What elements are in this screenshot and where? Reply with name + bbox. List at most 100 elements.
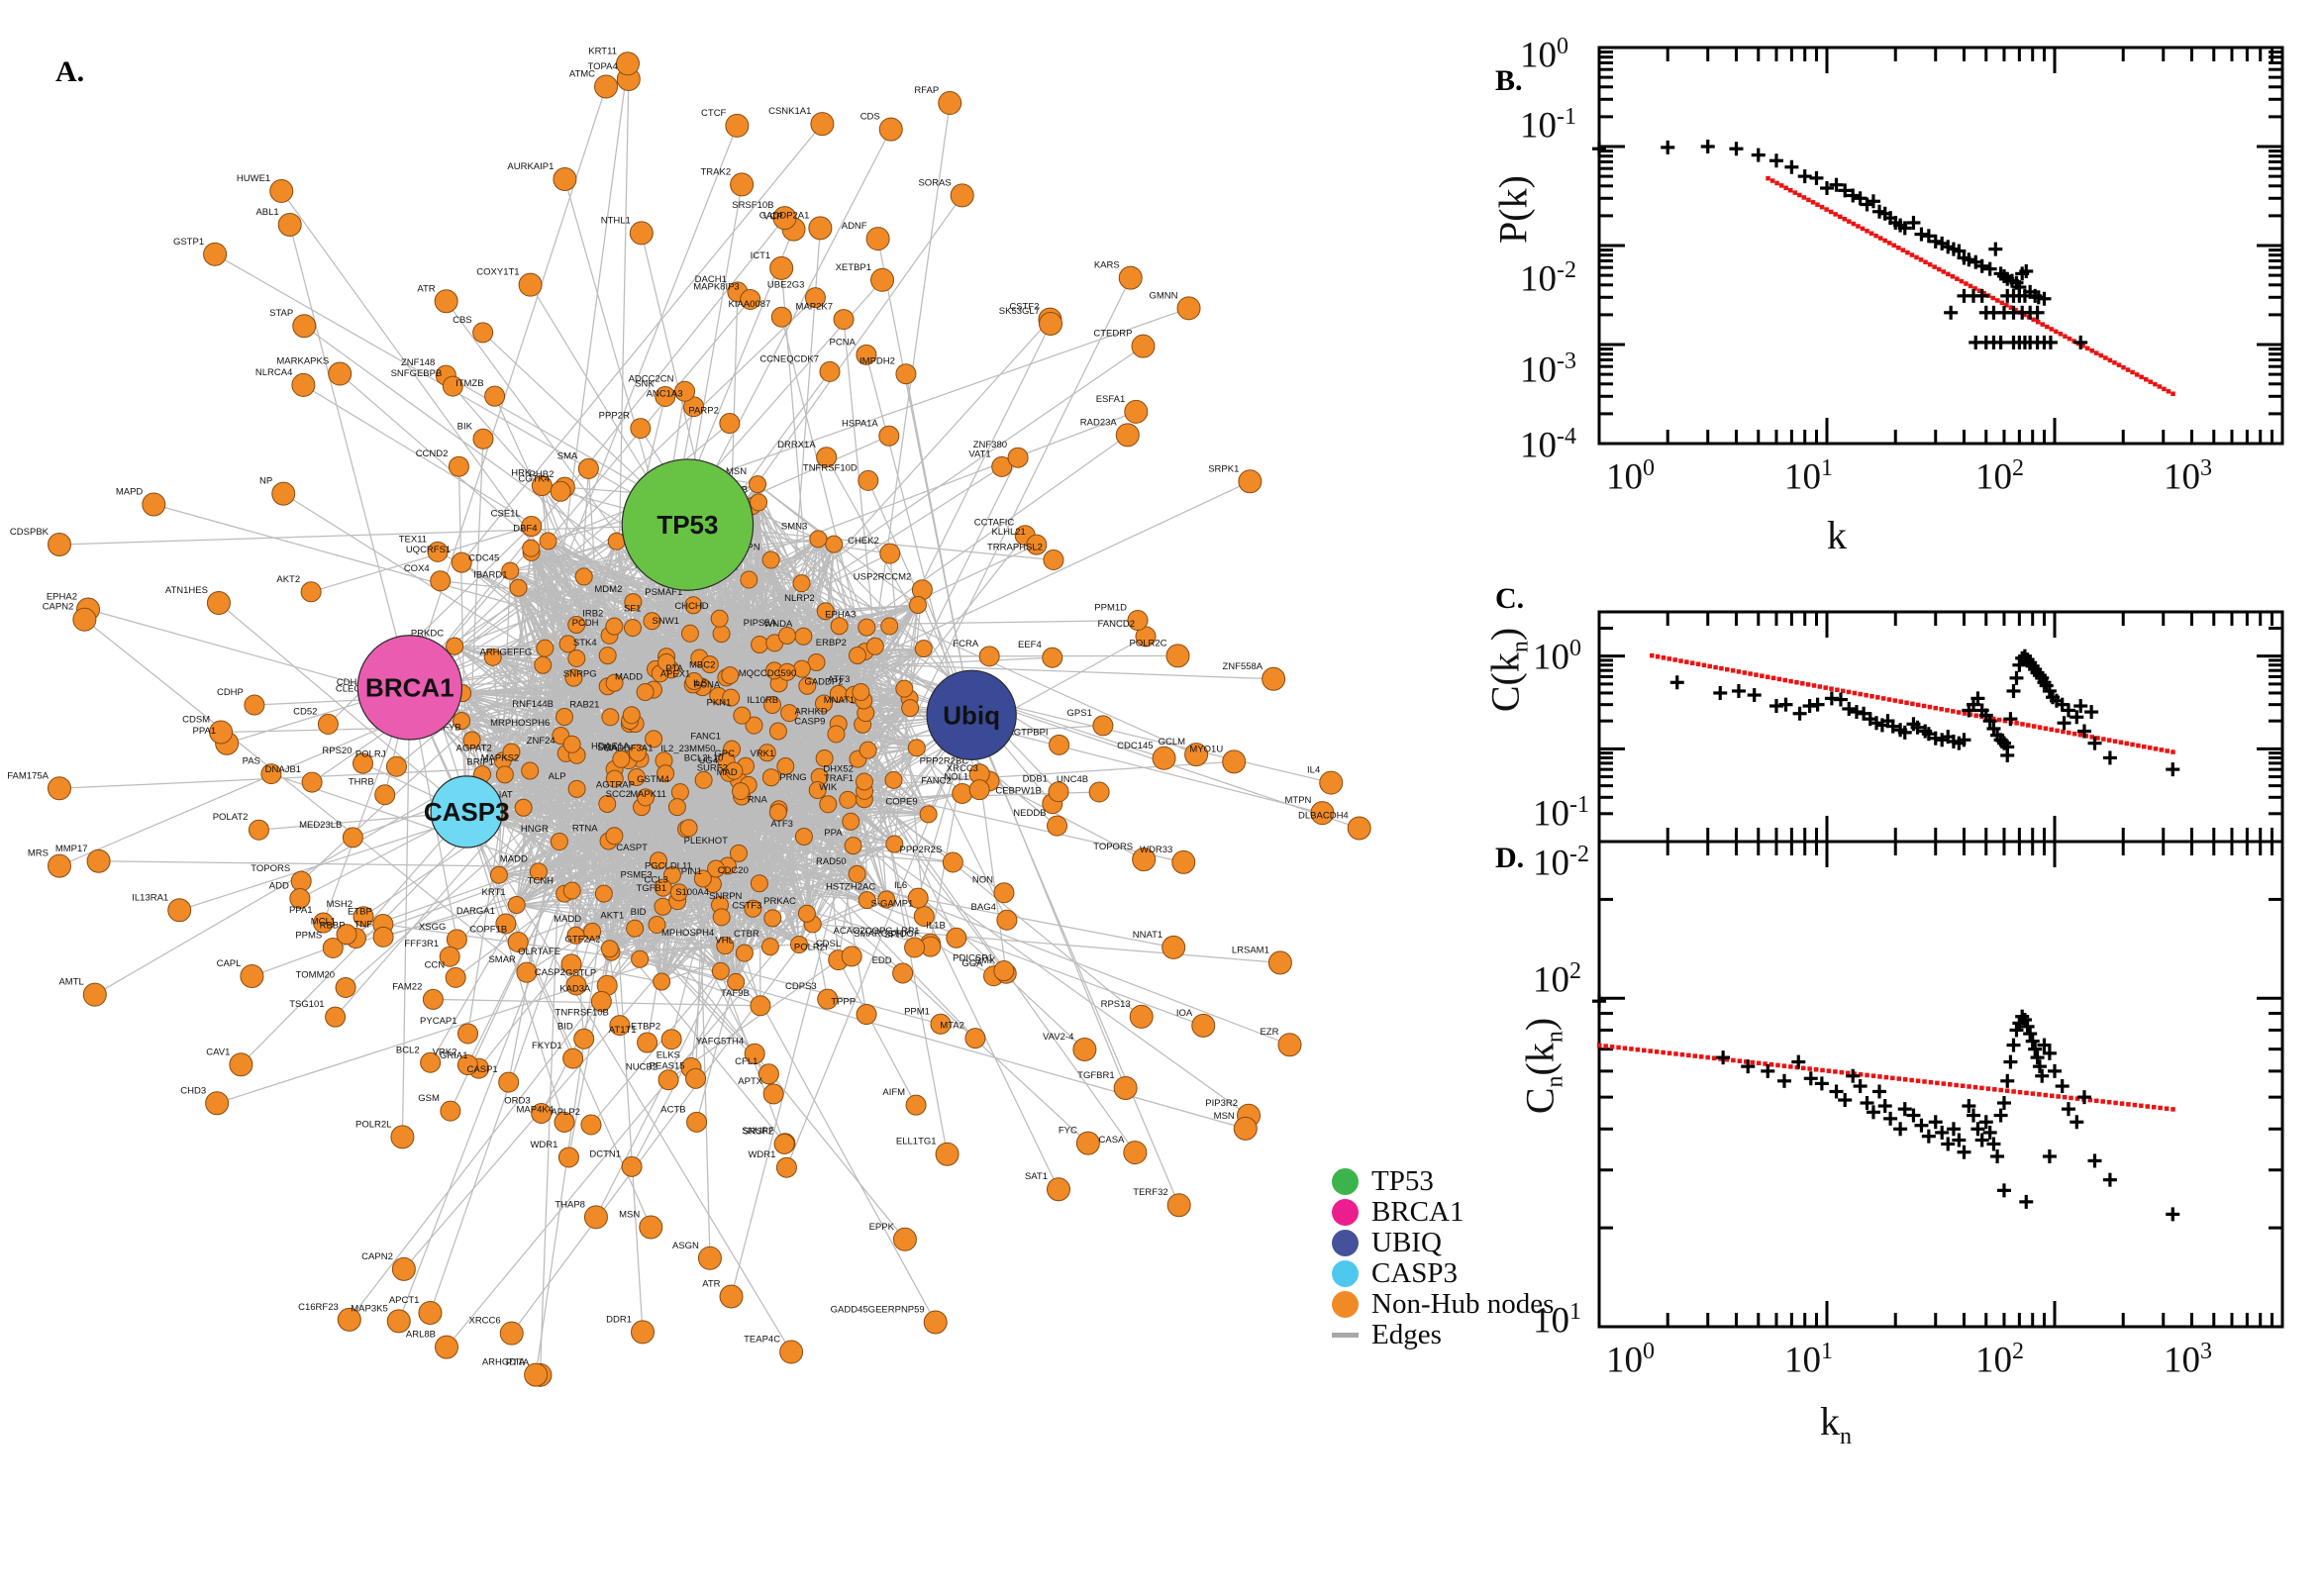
svg-text:CD52: CD52: [293, 706, 317, 717]
svg-text:CTCF: CTCF: [701, 108, 727, 119]
svg-text:FKYD1: FKYD1: [532, 1041, 562, 1051]
svg-text:IL4: IL4: [1307, 765, 1320, 776]
svg-text:EPHA3: EPHA3: [825, 610, 856, 621]
svg-text:TRRAPHSL2: TRRAPHSL2: [987, 543, 1043, 553]
svg-text:BID: BID: [557, 1021, 573, 1032]
svg-text:ARHGEFFG: ARHGEFFG: [479, 648, 532, 658]
svg-text:WIK: WIK: [819, 782, 838, 793]
svg-text:CHEK2: CHEK2: [848, 536, 879, 547]
svg-text:PPA1: PPA1: [289, 905, 313, 916]
svg-text:PTTA: PTTA: [506, 1357, 530, 1368]
legend-item-brca1: BRCA1: [1332, 1196, 1560, 1228]
svg-text:SNFGEBPB: SNFGEBPB: [391, 368, 443, 379]
svg-text:ATR: ATR: [417, 283, 435, 294]
legend-item-nonhub: Non-Hub nodes: [1332, 1288, 1560, 1320]
svg-text:MRPHOSPH6: MRPHOSPH6: [490, 718, 550, 729]
svg-text:PPMS: PPMS: [295, 930, 322, 941]
svg-text:ATMC: ATMC: [569, 68, 595, 79]
legend-swatch-tp53: [1332, 1168, 1359, 1195]
svg-text:MAD: MAD: [717, 767, 738, 778]
panel-d-xtick-2: 102: [1975, 1339, 2024, 1381]
svg-text:TNF: TNF: [354, 919, 373, 930]
svg-text:AGPAT2: AGPAT2: [456, 743, 492, 753]
panel-b-canvas: [1592, 46, 2284, 446]
svg-text:CTEDRP: CTEDRP: [1093, 329, 1132, 340]
svg-text:PSMAF1: PSMAF1: [645, 587, 682, 598]
svg-text:TOPORS: TOPORS: [1093, 842, 1133, 852]
svg-text:HRK: HRK: [511, 468, 532, 479]
svg-text:IBARD1: IBARD1: [473, 570, 507, 581]
svg-text:CASP3: CASP3: [424, 797, 510, 827]
svg-text:VHL: VHL: [715, 936, 733, 947]
svg-text:NTHL1: NTHL1: [601, 215, 631, 226]
svg-text:PIP3R2: PIP3R2: [1205, 1098, 1238, 1109]
svg-text:ARL8B: ARL8B: [406, 1330, 436, 1341]
svg-text:SAT1: SAT1: [1025, 1171, 1048, 1182]
panel-b-xtick-3: 103: [2164, 455, 2212, 498]
svg-text:MQCCDC590: MQCCDC590: [739, 668, 797, 679]
svg-text:SMA: SMA: [597, 743, 618, 753]
svg-text:CSTF3: CSTF3: [732, 900, 761, 911]
panel-c-canvas: [1597, 610, 2284, 842]
svg-text:CCNEQCDK7: CCNEQCDK7: [759, 353, 819, 364]
panel-d: D. Cn(kn) 10-2 102 101 100 101 102 103 k…: [1446, 832, 2317, 1584]
legend-label-brca1: BRCA1: [1371, 1196, 1464, 1228]
panel-d-xtick-3: 103: [2164, 1339, 2212, 1381]
svg-text:CDH1: CDH1: [337, 677, 362, 688]
svg-text:SMAR: SMAR: [488, 954, 516, 965]
svg-text:GADDP2: GADDP2: [804, 677, 843, 688]
svg-text:APCT1: APCT1: [389, 1295, 420, 1306]
svg-text:FANCD2: FANCD2: [1098, 619, 1135, 630]
svg-text:BRIP1: BRIP1: [466, 756, 493, 767]
svg-text:SMN3: SMN3: [781, 521, 807, 532]
svg-text:GPC: GPC: [714, 748, 735, 759]
svg-text:ARHGDIA: ARHGDIA: [482, 1357, 526, 1368]
svg-text:MAPKS2: MAPKS2: [481, 752, 520, 763]
svg-text:RBBP: RBBP: [320, 921, 346, 932]
legend-item-tp53: TP53: [1332, 1165, 1560, 1197]
legend-label-nonhub: Non-Hub nodes: [1371, 1288, 1555, 1320]
svg-text:RNA: RNA: [748, 795, 768, 806]
svg-text:XSGG: XSGG: [419, 922, 446, 933]
svg-text:ATR: ATR: [702, 1278, 720, 1289]
svg-text:PAS: PAS: [243, 756, 260, 767]
panel-d-xtick-0: 100: [1606, 1339, 1655, 1381]
svg-text:Ubiq: Ubiq: [943, 700, 1000, 730]
panel-d-ytick-1: 101: [1533, 1299, 1581, 1342]
svg-text:BIK: BIK: [457, 421, 473, 432]
svg-text:APEX1: APEX1: [660, 668, 691, 679]
svg-text:CASA: CASA: [1099, 1135, 1126, 1146]
svg-text:ZNF24: ZNF24: [527, 736, 556, 747]
svg-text:CSTF2: CSTF2: [1009, 302, 1039, 313]
svg-text:AT1T1: AT1T1: [609, 1025, 637, 1036]
svg-text:ILS: ILS: [693, 678, 707, 689]
svg-text:NLRP2: NLRP2: [784, 593, 815, 604]
svg-text:SPH: SPH: [884, 930, 904, 941]
svg-text:RNF144B: RNF144B: [512, 699, 554, 710]
svg-text:TOPA4: TOPA4: [588, 61, 618, 72]
svg-text:PPP2R: PPP2R: [599, 411, 630, 422]
svg-text:CASP2: CASP2: [535, 967, 565, 978]
svg-text:OLRTAFE: OLRTAFE: [518, 947, 560, 957]
svg-text:CHCHD: CHCHD: [674, 601, 708, 612]
svg-text:IMPDH2: IMPDH2: [859, 356, 895, 367]
svg-text:UBE2G3: UBE2G3: [767, 280, 805, 291]
svg-text:HUWE1: HUWE1: [237, 173, 270, 184]
svg-text:SCC2: SCC2: [606, 789, 631, 800]
svg-text:TGFBR1: TGFBR1: [1077, 1070, 1114, 1081]
svg-text:GSTM4: GSTM4: [637, 774, 669, 785]
svg-text:GMNN: GMNN: [1150, 290, 1178, 301]
svg-text:RAD23A: RAD23A: [1080, 417, 1118, 428]
svg-text:PCNA: PCNA: [694, 680, 721, 691]
svg-text:HSTZH2AC: HSTZH2AC: [826, 881, 875, 892]
svg-text:BCL2: BCL2: [396, 1045, 420, 1055]
svg-text:ALP: ALP: [549, 771, 566, 782]
legend-swatch-edges: [1332, 1333, 1359, 1338]
svg-text:ANC1A3: ANC1A3: [647, 389, 683, 400]
svg-text:FANC2: FANC2: [921, 775, 952, 786]
svg-text:XETBP1: XETBP1: [836, 262, 871, 273]
svg-text:ASGN: ASGN: [672, 1241, 699, 1251]
panel-a-letter: A.: [55, 55, 85, 88]
svg-text:POLR2L: POLR2L: [355, 1119, 391, 1130]
svg-text:SNW1: SNW1: [653, 616, 679, 627]
